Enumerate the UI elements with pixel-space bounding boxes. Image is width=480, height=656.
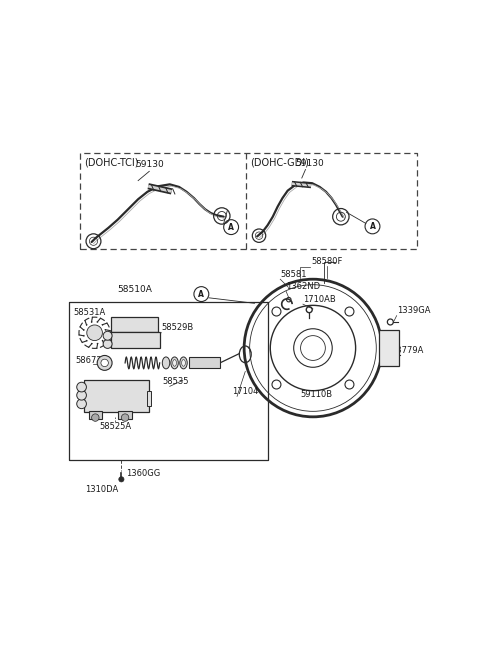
Circle shape — [97, 356, 112, 371]
Circle shape — [77, 382, 86, 392]
Text: 59130: 59130 — [295, 159, 324, 167]
Circle shape — [101, 359, 108, 367]
Circle shape — [77, 390, 86, 400]
Text: 1310DA: 1310DA — [85, 485, 119, 494]
Text: 1360GG: 1360GG — [126, 469, 160, 478]
Text: 1362ND: 1362ND — [286, 282, 320, 291]
Text: 58535: 58535 — [163, 377, 189, 386]
Text: 59130: 59130 — [135, 161, 164, 169]
Text: 1339GA: 1339GA — [396, 306, 430, 315]
Ellipse shape — [180, 357, 187, 369]
Text: A: A — [370, 222, 375, 231]
Text: 17104: 17104 — [232, 388, 259, 396]
Text: 58525A: 58525A — [99, 422, 131, 432]
Text: A: A — [228, 222, 234, 232]
Text: 58580F: 58580F — [311, 257, 342, 266]
Text: (DOHC-GDI): (DOHC-GDI) — [250, 157, 309, 167]
Text: 58529B: 58529B — [161, 323, 193, 332]
FancyBboxPatch shape — [147, 391, 151, 405]
Circle shape — [103, 339, 112, 348]
Ellipse shape — [181, 359, 185, 366]
Text: 58672: 58672 — [75, 356, 101, 365]
Text: A: A — [198, 289, 204, 298]
FancyBboxPatch shape — [111, 332, 160, 348]
Ellipse shape — [162, 357, 170, 369]
FancyBboxPatch shape — [119, 411, 132, 419]
Text: 58531A: 58531A — [73, 308, 106, 317]
Text: 1710AB: 1710AB — [303, 295, 336, 304]
Text: 58510A: 58510A — [118, 285, 153, 294]
Ellipse shape — [173, 359, 177, 366]
Circle shape — [77, 399, 86, 409]
FancyBboxPatch shape — [379, 330, 399, 366]
FancyBboxPatch shape — [190, 358, 220, 369]
Circle shape — [119, 477, 124, 482]
FancyBboxPatch shape — [111, 317, 158, 332]
Ellipse shape — [171, 357, 178, 369]
Circle shape — [103, 331, 112, 340]
Text: 43779A: 43779A — [392, 346, 424, 355]
Text: (DOHC-TCI): (DOHC-TCI) — [84, 157, 139, 167]
FancyBboxPatch shape — [89, 411, 102, 419]
Text: 58581: 58581 — [280, 270, 307, 279]
Circle shape — [87, 325, 102, 340]
Circle shape — [121, 414, 129, 421]
FancyBboxPatch shape — [84, 380, 149, 413]
Text: 59110B: 59110B — [300, 390, 332, 400]
Circle shape — [92, 414, 99, 421]
